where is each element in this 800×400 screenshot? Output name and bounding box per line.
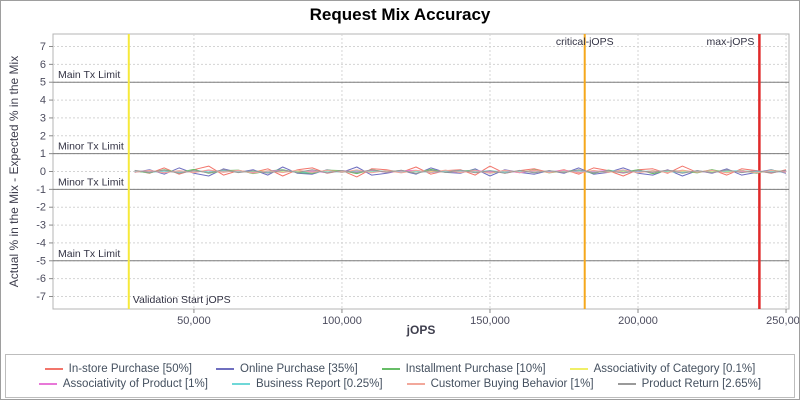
- y-tick-label: 7: [40, 41, 46, 53]
- series-line-product-return-2-65: [134, 169, 787, 174]
- legend-label: Associativity of Product [1%]: [62, 377, 208, 390]
- y-tick-label: 5: [40, 77, 46, 89]
- series-line-installment-purchase-10: [134, 168, 787, 175]
- legend-row: In-store Purchase [50%] Online Purchase […: [6, 363, 794, 375]
- legend: In-store Purchase [50%] Online Purchase […: [5, 354, 795, 398]
- y-tick-label: -7: [36, 291, 46, 303]
- y-tick-label: -6: [36, 273, 46, 285]
- limit-label: Main Tx Limit: [58, 69, 120, 81]
- limit-label: Minor Tx Limit: [58, 176, 124, 188]
- plot-border: [52, 33, 790, 310]
- legend-label: Associativity of Category [0.1%]: [593, 362, 756, 375]
- y-tick-label: 2: [40, 130, 46, 142]
- legend-item: Associativity of Product [1%]: [38, 377, 208, 390]
- marker-label: max-jOPS: [707, 36, 755, 48]
- y-tick-label: 1: [40, 148, 46, 160]
- legend-swatch: [231, 382, 250, 385]
- legend-item: Associativity of Category [0.1%]: [569, 362, 756, 375]
- legend-label: Online Purchase [35%]: [240, 362, 358, 375]
- y-axis-title: Actual % in the Mix - Expected % in the …: [7, 55, 21, 288]
- series-line-in-store-purchase-50: [134, 165, 787, 178]
- series-line-online-purchase-35: [134, 166, 787, 177]
- y-tick-label: -1: [36, 184, 46, 196]
- limit-label: Main Tx Limit: [58, 248, 120, 260]
- marker-label: Validation Start jOPS: [133, 294, 231, 306]
- legend-row: Associativity of Product [1%] Business Re…: [6, 378, 794, 390]
- y-tick-label: -3: [36, 220, 46, 232]
- marker-label: critical-jOPS: [556, 36, 614, 48]
- legend-label: Business Report [0.25%]: [255, 377, 383, 390]
- series-line-associativity-of-product-1: [134, 169, 787, 174]
- legend-label: Product Return [2.65%]: [641, 377, 762, 390]
- legend-item: Installment Purchase [10%]: [381, 362, 546, 375]
- legend-label: Customer Buying Behavior [1%]: [430, 377, 594, 390]
- series-line-business-report-0-25: [134, 170, 787, 173]
- legend-swatch: [216, 367, 235, 370]
- y-tick-label: 0: [40, 166, 46, 178]
- legend-swatch: [38, 382, 57, 385]
- chart-title: Request Mix Accuracy: [309, 5, 491, 24]
- x-axis-title: jOPS: [406, 323, 436, 337]
- legend-item: In-store Purchase [50%]: [44, 362, 193, 375]
- y-tick-label: -5: [36, 255, 46, 267]
- series-line-associativity-of-category-0-1: [134, 170, 787, 173]
- legend-swatch: [569, 367, 588, 370]
- y-tick-label: 4: [40, 95, 46, 107]
- legend-swatch: [406, 382, 425, 385]
- legend-item: Product Return [2.65%]: [617, 377, 762, 390]
- legend-swatch: [617, 382, 636, 385]
- legend-swatch: [44, 367, 63, 370]
- legend-swatch: [381, 367, 400, 370]
- limit-label: Minor Tx Limit: [58, 141, 124, 153]
- y-tick-label: -4: [36, 237, 46, 249]
- legend-label: In-store Purchase [50%]: [68, 362, 193, 375]
- series-line-customer-buying-behavior-1: [134, 169, 787, 174]
- plot-area: Main Tx Limit Minor Tx Limit Minor Tx Limi…: [36, 33, 799, 327]
- legend-item: Customer Buying Behavior [1%]: [406, 377, 594, 390]
- y-tick-label: -2: [36, 202, 46, 214]
- legend-item: Online Purchase [35%]: [216, 363, 358, 375]
- y-tick-label: 6: [40, 59, 46, 71]
- y-tick-label: 3: [40, 112, 46, 124]
- legend-label: Installment Purchase [10%]: [405, 362, 546, 375]
- legend-item: Business Report [0.25%]: [231, 377, 383, 390]
